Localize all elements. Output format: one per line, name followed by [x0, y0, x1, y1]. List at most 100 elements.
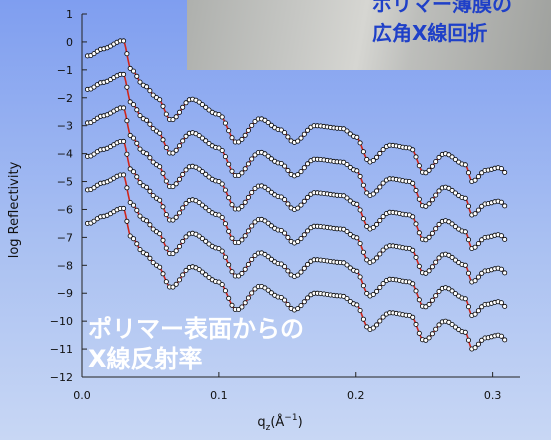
data-point: [472, 211, 478, 217]
data-point: [436, 188, 442, 194]
data-point: [262, 151, 268, 157]
data-point: [423, 170, 429, 176]
data-point: [452, 224, 458, 230]
data-point: [147, 222, 153, 228]
data-point: [429, 297, 435, 303]
data-point: [199, 202, 205, 208]
data-point: [429, 331, 435, 337]
data-point: [203, 171, 209, 177]
data-point: [413, 221, 419, 227]
data-point: [222, 187, 228, 193]
data-point: [357, 173, 363, 179]
data-point: [429, 230, 435, 236]
data-point: [144, 251, 150, 257]
data-point: [298, 202, 304, 208]
y-tick-label: −2: [57, 92, 73, 105]
y-tick-label: −3: [57, 120, 73, 133]
curves: [87, 39, 507, 350]
data-point: [199, 236, 205, 242]
data-point: [134, 207, 140, 213]
data-point: [278, 160, 284, 166]
data-point: [452, 291, 458, 297]
data-point: [502, 169, 508, 175]
data-point: [196, 267, 202, 273]
data-point: [180, 205, 186, 211]
data-point: [226, 128, 232, 134]
data-point: [147, 88, 153, 94]
data-point: [360, 249, 366, 255]
data-point: [121, 38, 127, 44]
data-point: [416, 297, 422, 303]
data-point: [222, 288, 228, 294]
data-point: [137, 213, 143, 219]
data-point: [344, 262, 350, 268]
data-point: [137, 113, 143, 119]
data-point: [180, 272, 186, 278]
data-point: [229, 202, 235, 208]
data-point: [226, 295, 232, 301]
data-point: [170, 184, 176, 190]
data-point: [222, 120, 228, 126]
data-point: [150, 126, 156, 132]
data-point: [121, 105, 127, 111]
data-point: [239, 203, 245, 209]
data-point: [472, 177, 478, 183]
data-point: [282, 130, 288, 136]
data-point: [180, 138, 186, 144]
data-point: [199, 269, 205, 275]
data-point: [170, 284, 176, 290]
data-point: [249, 156, 255, 162]
data-point: [475, 341, 481, 347]
data-point: [465, 304, 471, 310]
data-point: [449, 288, 455, 294]
data-point: [137, 247, 143, 253]
data-point: [354, 201, 360, 207]
data-point: [163, 212, 169, 218]
data-point: [364, 156, 370, 162]
data-point: [262, 251, 268, 257]
data-point: [465, 270, 471, 276]
data-point: [219, 181, 225, 187]
data-point: [239, 170, 245, 176]
data-point: [173, 248, 179, 254]
data-point: [354, 168, 360, 174]
data-point: [472, 278, 478, 284]
data-point: [370, 191, 376, 197]
data-point: [472, 345, 478, 351]
data-point: [121, 172, 127, 178]
data-point: [498, 199, 504, 205]
data-point: [374, 188, 380, 194]
data-point: [295, 306, 301, 312]
data-point: [239, 136, 245, 142]
data-point: [245, 194, 251, 200]
data-point: [502, 236, 508, 242]
data-point: [305, 261, 311, 267]
data-point: [130, 102, 136, 108]
data-point: [226, 262, 232, 268]
data-point: [252, 252, 258, 258]
data-point: [285, 134, 291, 140]
data-point: [226, 228, 232, 234]
data-point: [475, 207, 481, 213]
data-point: [370, 291, 376, 297]
data-point: [360, 316, 366, 322]
data-point: [479, 337, 485, 343]
y-axis-label: log Reflectivity: [7, 161, 22, 258]
data-point: [462, 162, 468, 168]
data-point: [203, 238, 209, 244]
data-point: [305, 161, 311, 167]
data-point: [452, 324, 458, 330]
data-point: [180, 171, 186, 177]
data-point: [436, 288, 442, 294]
data-point: [305, 228, 311, 234]
data-point: [282, 197, 288, 203]
data-point: [268, 256, 274, 262]
data-point: [206, 207, 212, 213]
data-point: [354, 268, 360, 274]
data-point: [498, 333, 504, 339]
data-point: [130, 68, 136, 74]
y-tick-label: −5: [57, 176, 73, 189]
data-point: [180, 238, 186, 244]
data-point: [436, 255, 442, 261]
data-point: [157, 164, 163, 170]
